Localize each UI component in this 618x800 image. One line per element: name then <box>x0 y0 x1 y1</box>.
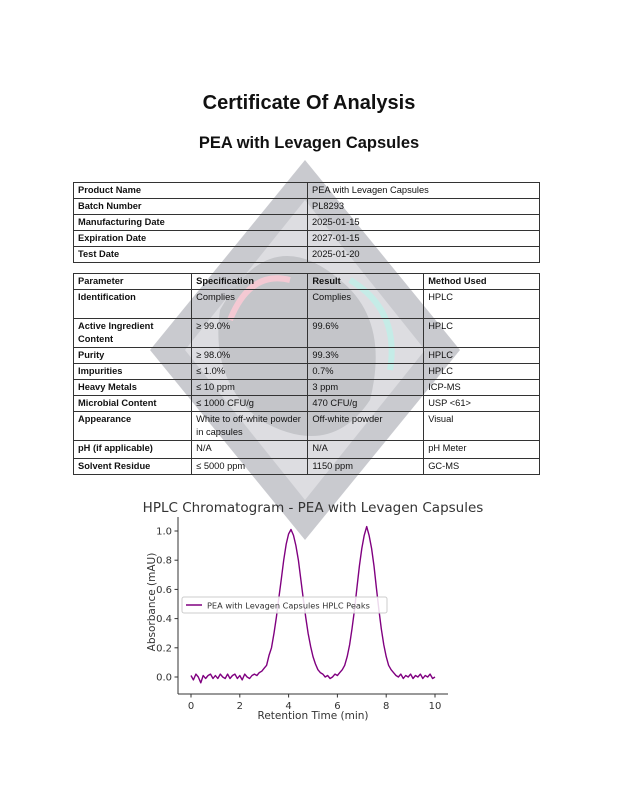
column-header: Specification <box>191 273 309 290</box>
series-line <box>190 525 436 684</box>
parameter-name: Active Ingredient Content <box>72 318 193 348</box>
parameter-name: Identification <box>72 289 193 319</box>
method: USP <61> <box>423 395 540 412</box>
parameter-name: Appearance <box>72 411 193 441</box>
result: Off-white powder <box>307 411 425 441</box>
y-axis-label: Absorbance (mAU) <box>146 553 158 652</box>
test-parameters-table: Parameter Specification Result Method Used … <box>72 273 540 475</box>
method: Visual <box>423 411 540 441</box>
parameter-row: Impurities ≤ 1.0% 0.7% HPLC <box>72 363 540 380</box>
parameter-row: Solvent Residue ≤ 5000 ppm 1150 ppm GC-MS <box>72 458 540 475</box>
parameter-row: Heavy Metals ≤ 10 ppm 3 ppm ICP-MS <box>72 379 540 396</box>
parameter-row: Purity ≥ 98.0% 99.3% HPLC <box>72 347 540 364</box>
x-tick-label: 6 <box>334 701 340 712</box>
info-label: Test Date <box>73 246 308 263</box>
specification: ≥ 98.0% <box>191 347 309 364</box>
column-header: Result <box>307 273 425 290</box>
parameter-row: Identification Complies Complies HPLC <box>72 289 540 319</box>
result: 99.6% <box>307 318 425 348</box>
x-tick-label: 4 <box>285 701 291 712</box>
y-tick-label: 0.0 <box>156 673 172 684</box>
chart-legend: PEA with Levagen Capsules HPLC Peaks <box>181 596 388 614</box>
specification: N/A <box>191 440 309 459</box>
info-label: Manufacturing Date <box>73 214 308 231</box>
y-tick-label: 0.8 <box>156 556 172 567</box>
parameter-name: Purity <box>72 347 193 364</box>
document-title: Certificate Of Analysis <box>202 92 416 114</box>
method: HPLC <box>423 347 540 364</box>
x-tick-label: 8 <box>383 701 389 712</box>
info-value: 2025-01-15 <box>307 214 540 231</box>
parameter-row: Appearance White to off-white powder in c… <box>72 411 540 441</box>
method: GC-MS <box>423 458 540 475</box>
result: 3 ppm <box>307 379 425 396</box>
info-row: Expiration Date 2027-01-15 <box>73 230 540 247</box>
parameter-name: Microbial Content <box>72 395 193 412</box>
info-value: PEA with Levagen Capsules <box>307 182 540 199</box>
y-tick-label: 0.2 <box>156 643 172 654</box>
method: HPLC <box>423 318 540 348</box>
specification: ≤ 1.0% <box>191 363 309 380</box>
parameter-name: Impurities <box>72 363 193 380</box>
specification: White to off-white powder in capsules <box>191 411 309 441</box>
method: pH Meter <box>423 440 540 459</box>
legend-label: PEA with Levagen Capsules HPLC Peaks <box>207 601 370 611</box>
result: 470 CFU/g <box>307 395 425 412</box>
parameter-row: Active Ingredient Content ≥ 99.0% 99.6% HPL… <box>72 318 540 348</box>
method: HPLC <box>423 289 540 319</box>
specification: ≤ 5000 ppm <box>191 458 309 475</box>
result: 99.3% <box>307 347 425 364</box>
x-tick-label: 2 <box>237 701 243 712</box>
specification: Complies <box>191 289 309 319</box>
result: 1150 ppm <box>307 458 425 475</box>
info-row: Batch Number PL8293 <box>73 198 540 215</box>
parameter-name: Solvent Residue <box>72 458 193 475</box>
x-axis-label: Retention Time (min) <box>258 710 369 722</box>
method: HPLC <box>423 363 540 380</box>
result: Complies <box>307 289 425 319</box>
parameter-row: pH (if applicable) N/A N/A pH Meter <box>72 440 540 459</box>
column-header: Parameter <box>72 273 193 290</box>
info-label: Expiration Date <box>73 230 308 247</box>
result: N/A <box>307 440 425 459</box>
product-info-table: Product Name PEA with Levagen Capsules Bat… <box>73 182 540 263</box>
info-value: 2027-01-15 <box>307 230 540 247</box>
info-row: Test Date 2025-01-20 <box>73 246 540 263</box>
parameter-name: pH (if applicable) <box>72 440 193 459</box>
info-label: Product Name <box>73 182 308 199</box>
info-value: PL8293 <box>307 198 540 215</box>
parameter-name: Heavy Metals <box>72 379 193 396</box>
column-header: Method Used <box>423 273 540 290</box>
y-tick-label: 1.0 <box>156 527 172 538</box>
y-tick-label: 0.6 <box>156 585 172 596</box>
specification: ≤ 10 ppm <box>191 379 309 396</box>
y-tick-label: 0.4 <box>156 614 172 625</box>
x-tick-label: 0 <box>188 701 194 712</box>
product-subtitle: PEA with Levagen Capsules <box>198 134 420 152</box>
method: ICP-MS <box>423 379 540 396</box>
result: 0.7% <box>307 363 425 380</box>
info-label: Batch Number <box>73 198 308 215</box>
info-row: Manufacturing Date 2025-01-15 <box>73 214 540 231</box>
hplc-chromatogram-chart: HPLC Chromatogram - PEA with Levagen Cap… <box>143 500 484 722</box>
chart-title: HPLC Chromatogram - PEA with Levagen Cap… <box>143 500 484 516</box>
parameter-row: Microbial Content ≤ 1000 CFU/g 470 CFU/g US… <box>72 395 540 412</box>
specification: ≥ 99.0% <box>191 318 309 348</box>
info-row: Product Name PEA with Levagen Capsules <box>73 182 540 199</box>
info-value: 2025-01-20 <box>307 246 540 263</box>
specification: ≤ 1000 CFU/g <box>191 395 309 412</box>
x-tick-label: 10 <box>429 701 442 712</box>
